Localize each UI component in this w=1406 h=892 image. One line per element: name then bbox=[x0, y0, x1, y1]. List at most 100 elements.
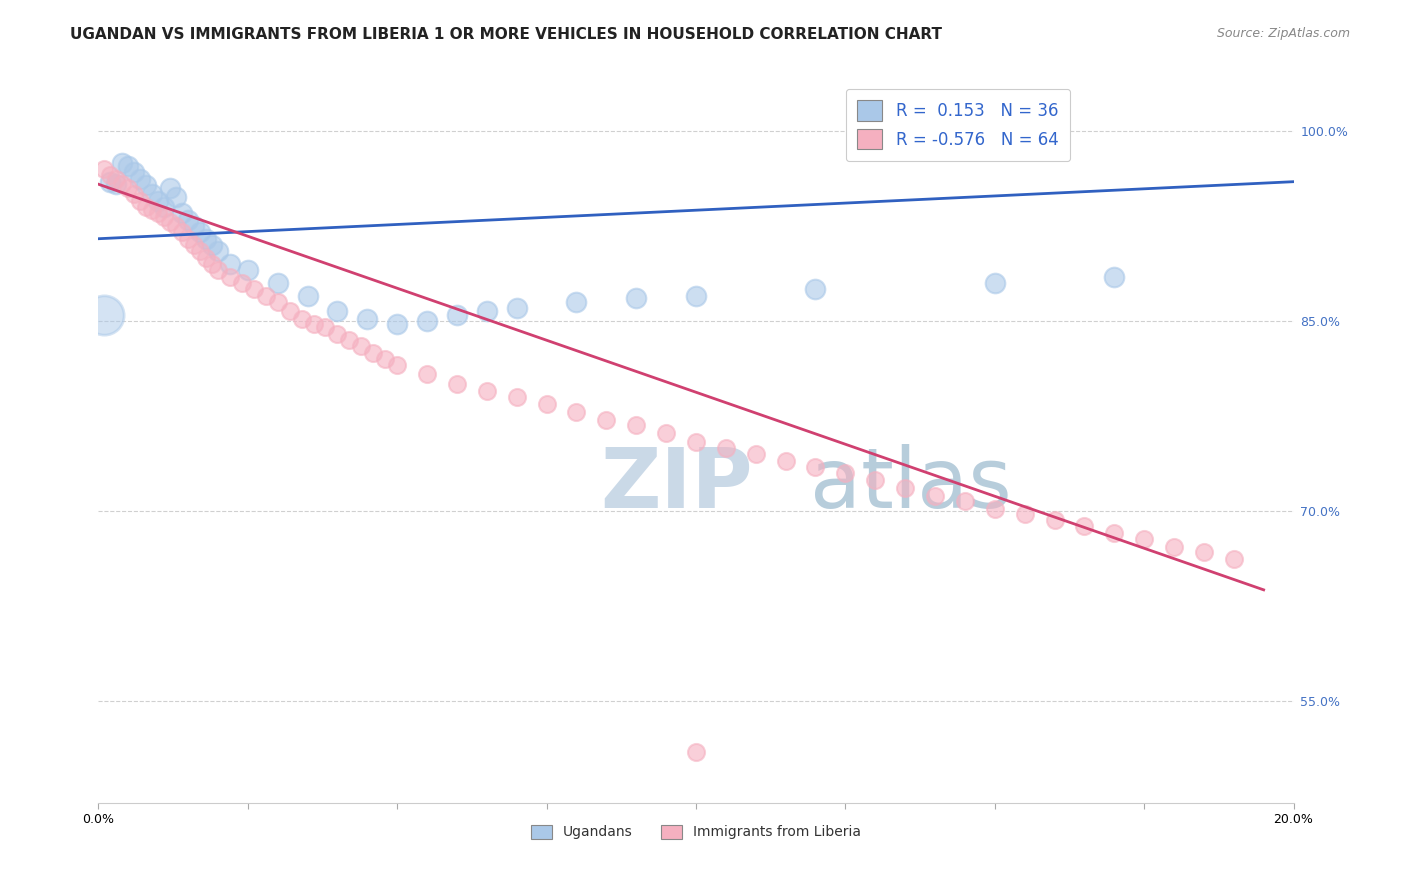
Point bbox=[1163, 540, 1185, 554]
Point bbox=[236, 263, 259, 277]
Point bbox=[1133, 532, 1156, 546]
Point bbox=[93, 308, 115, 322]
Point bbox=[297, 289, 319, 303]
Point bbox=[655, 425, 678, 440]
Point bbox=[714, 441, 737, 455]
Point bbox=[98, 175, 122, 189]
Point bbox=[804, 459, 827, 474]
Point bbox=[685, 434, 707, 449]
Point bbox=[416, 368, 439, 382]
Point bbox=[953, 494, 976, 508]
Point bbox=[924, 489, 946, 503]
Point bbox=[475, 304, 498, 318]
Point bbox=[446, 308, 468, 322]
Point bbox=[626, 291, 648, 305]
Text: UGANDAN VS IMMIGRANTS FROM LIBERIA 1 OR MORE VEHICLES IN HOUSEHOLD CORRELATION C: UGANDAN VS IMMIGRANTS FROM LIBERIA 1 OR … bbox=[70, 27, 942, 42]
Point bbox=[350, 339, 373, 353]
Point bbox=[153, 210, 176, 224]
Point bbox=[188, 226, 211, 240]
Point bbox=[135, 178, 157, 193]
Point bbox=[302, 317, 325, 331]
Point bbox=[177, 212, 200, 227]
Point bbox=[124, 187, 146, 202]
Point bbox=[1014, 507, 1036, 521]
Point bbox=[153, 200, 176, 214]
Point bbox=[385, 359, 409, 373]
Point bbox=[148, 206, 170, 220]
Point bbox=[416, 314, 439, 328]
Point bbox=[446, 377, 468, 392]
Point bbox=[117, 181, 139, 195]
Point bbox=[315, 320, 337, 334]
Point bbox=[141, 202, 163, 217]
Point bbox=[148, 194, 170, 208]
Point bbox=[254, 289, 277, 303]
Point bbox=[124, 164, 146, 178]
Point bbox=[172, 206, 194, 220]
Point bbox=[201, 257, 224, 271]
Point bbox=[105, 172, 128, 186]
Point bbox=[129, 172, 152, 186]
Point bbox=[1104, 269, 1126, 284]
Point bbox=[865, 473, 887, 487]
Point bbox=[745, 447, 768, 461]
Point bbox=[894, 482, 917, 496]
Point bbox=[595, 413, 617, 427]
Point bbox=[385, 317, 409, 331]
Point bbox=[141, 187, 163, 202]
Point bbox=[626, 418, 648, 433]
Point bbox=[278, 304, 301, 318]
Point bbox=[267, 276, 290, 290]
Point bbox=[326, 304, 349, 318]
Point bbox=[105, 178, 128, 192]
Point bbox=[188, 244, 211, 259]
Point bbox=[195, 251, 218, 265]
Point bbox=[356, 311, 378, 326]
Point bbox=[165, 190, 187, 204]
Point bbox=[374, 352, 396, 367]
Point bbox=[159, 181, 181, 195]
Text: atlas: atlas bbox=[810, 444, 1011, 525]
Point bbox=[1073, 519, 1095, 533]
Point bbox=[219, 257, 242, 271]
Point bbox=[111, 178, 134, 192]
Point bbox=[98, 169, 122, 183]
Point bbox=[291, 311, 314, 326]
Point bbox=[1104, 525, 1126, 540]
Point bbox=[834, 467, 856, 481]
Text: Source: ZipAtlas.com: Source: ZipAtlas.com bbox=[1216, 27, 1350, 40]
Point bbox=[339, 333, 361, 347]
Point bbox=[804, 282, 827, 296]
Point bbox=[207, 244, 229, 259]
Point bbox=[685, 745, 707, 759]
Point bbox=[1223, 552, 1246, 566]
Point bbox=[984, 276, 1007, 290]
Point bbox=[1192, 545, 1215, 559]
Text: ZIP: ZIP bbox=[600, 444, 752, 525]
Point bbox=[207, 263, 229, 277]
Point bbox=[984, 501, 1007, 516]
Point bbox=[159, 215, 181, 229]
Point bbox=[117, 160, 139, 174]
Point bbox=[775, 453, 797, 467]
Point bbox=[177, 232, 200, 246]
Point bbox=[1043, 513, 1066, 527]
Legend: Ugandans, Immigrants from Liberia: Ugandans, Immigrants from Liberia bbox=[524, 818, 868, 847]
Point bbox=[183, 238, 205, 252]
Point bbox=[165, 219, 187, 233]
Point bbox=[183, 219, 205, 233]
Point bbox=[685, 289, 707, 303]
Point bbox=[195, 232, 218, 246]
Point bbox=[475, 384, 498, 398]
Point bbox=[536, 396, 558, 410]
Point bbox=[363, 346, 385, 360]
Point bbox=[129, 194, 152, 208]
Point bbox=[506, 390, 529, 404]
Point bbox=[506, 301, 529, 316]
Point bbox=[219, 269, 242, 284]
Point bbox=[565, 405, 588, 419]
Point bbox=[565, 295, 588, 310]
Point bbox=[111, 155, 134, 169]
Point bbox=[231, 276, 253, 290]
Point bbox=[267, 295, 290, 310]
